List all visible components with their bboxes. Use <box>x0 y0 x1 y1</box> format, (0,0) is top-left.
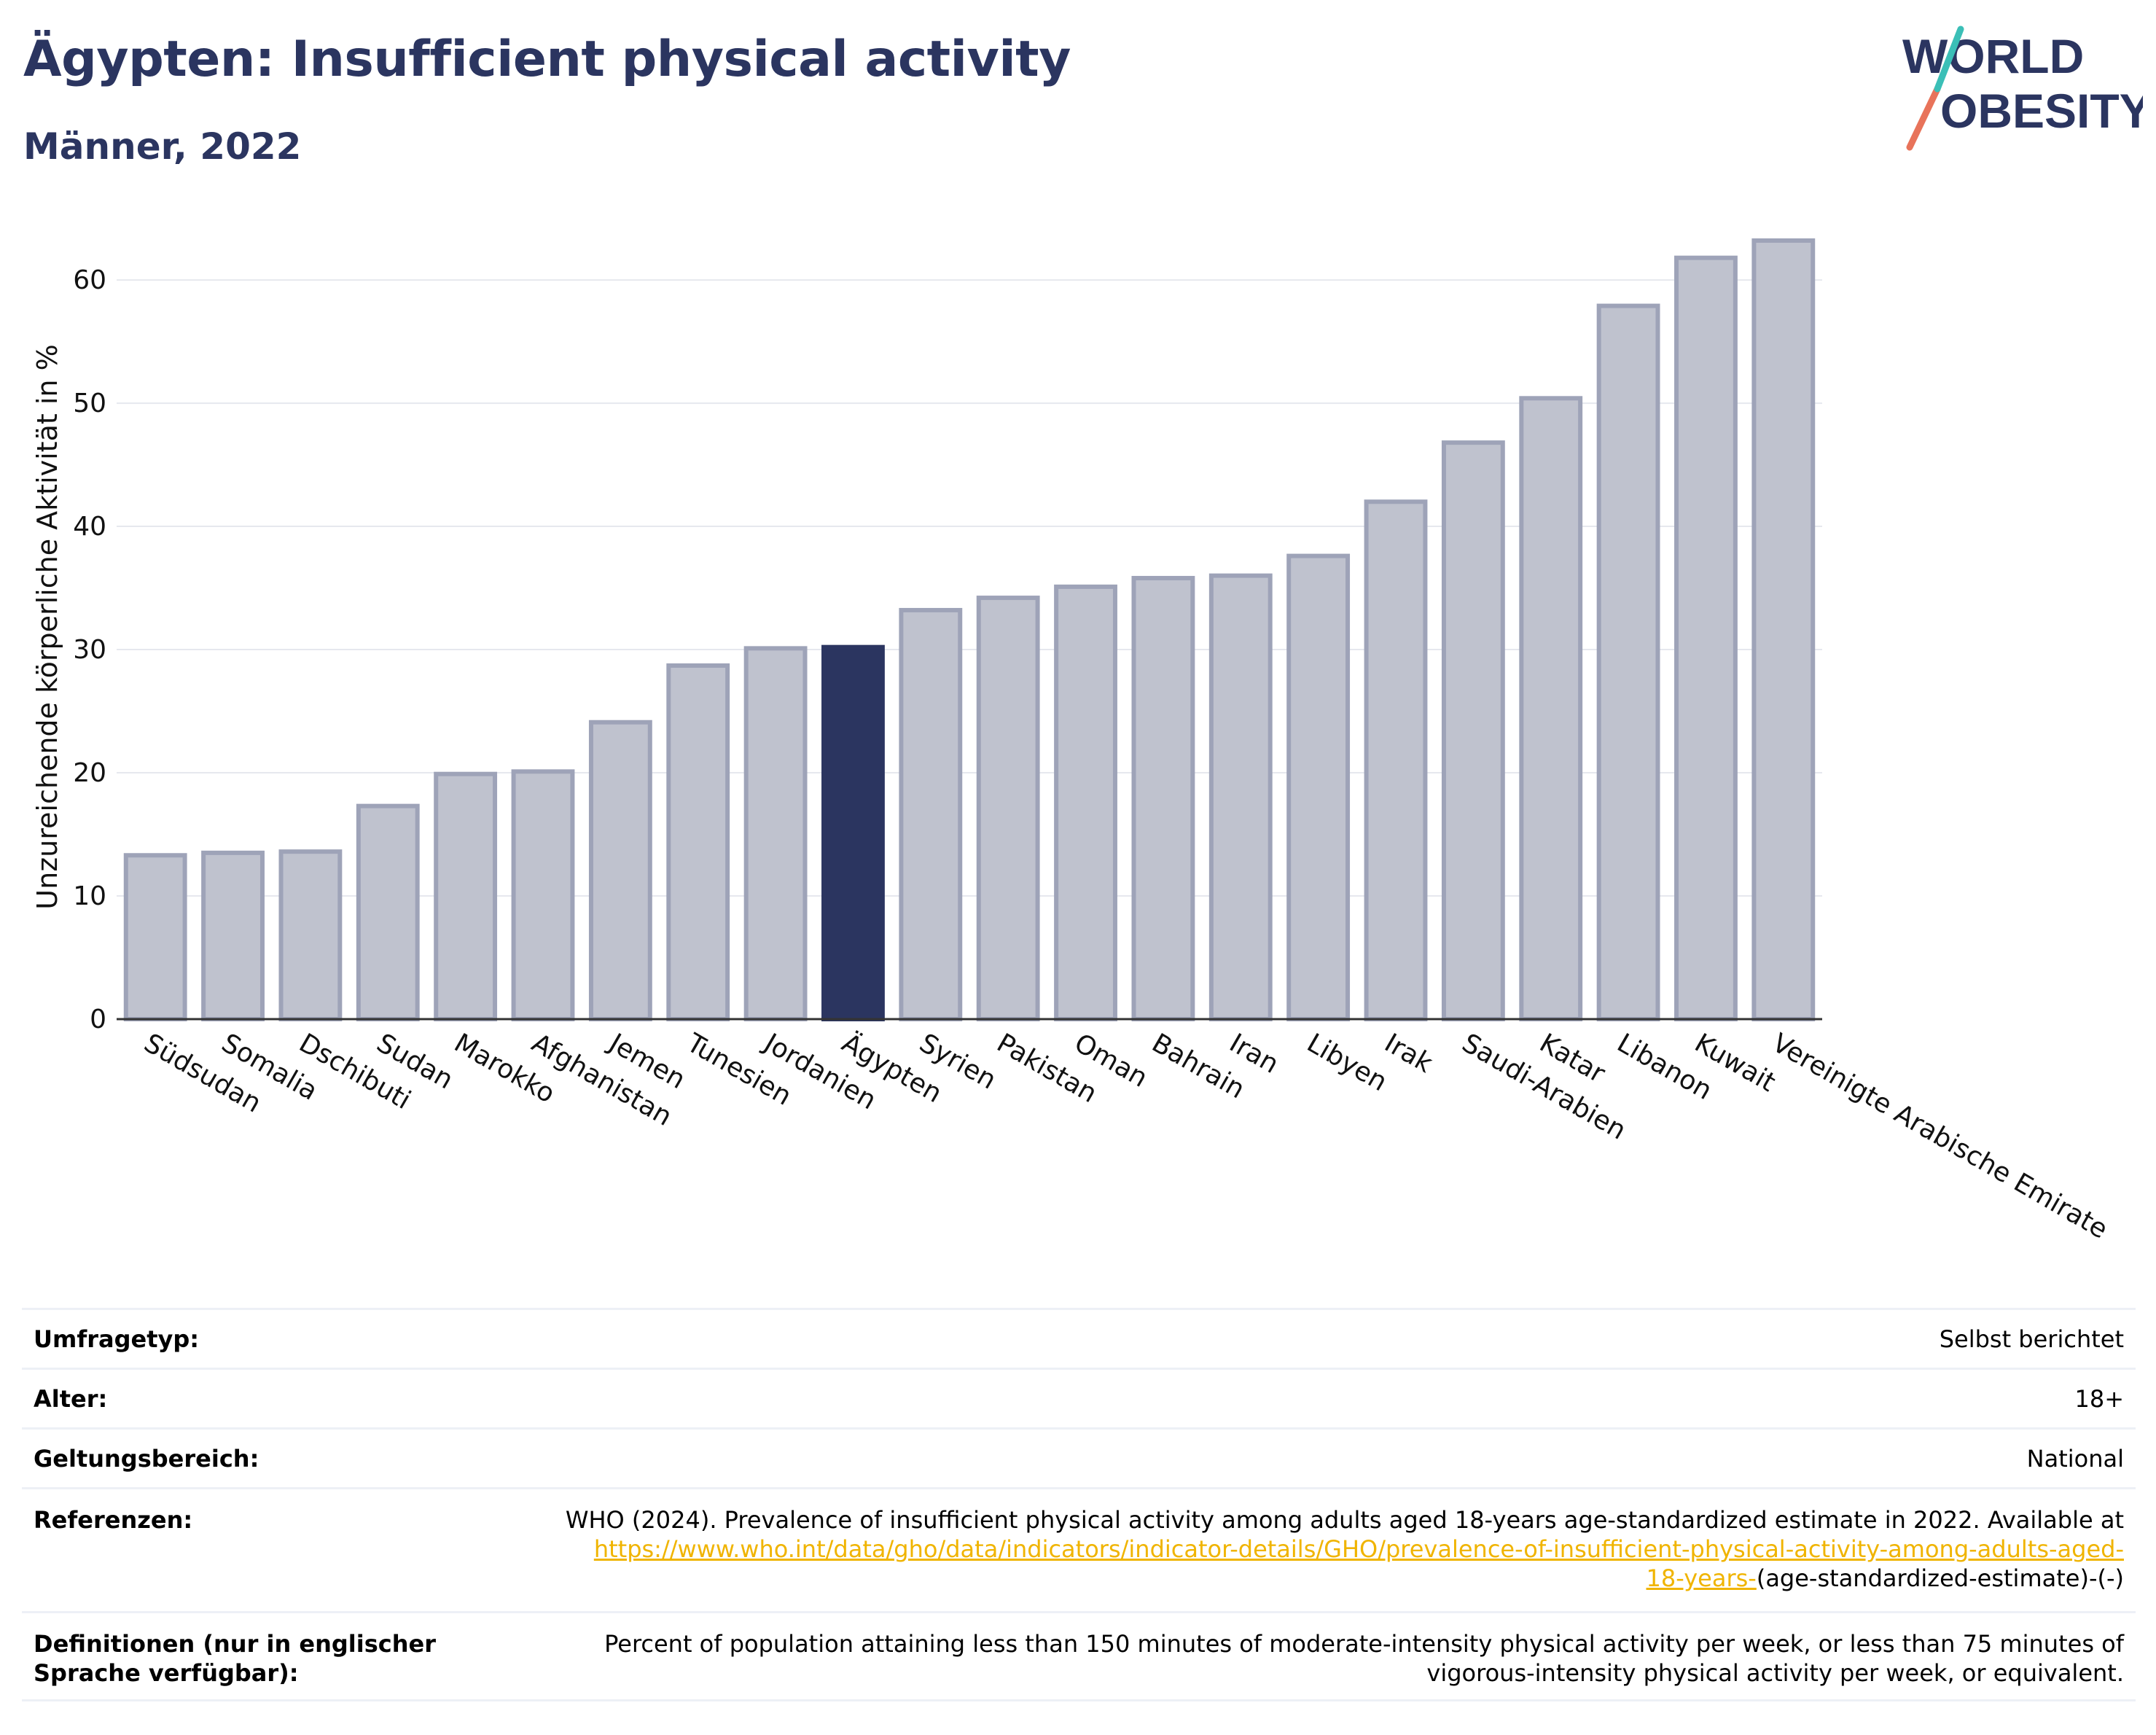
bar-südsudan <box>123 853 187 1021</box>
y-axis-label: Unzureichende körperliche Aktivität in % <box>31 344 63 909</box>
chart-subtitle: Männer, 2022 <box>23 125 302 168</box>
x-tick-label: Vereinigte Arabische Emirate <box>1767 1028 2112 1244</box>
bar-kuwait <box>1674 255 1738 1022</box>
bar-jemen <box>588 720 652 1021</box>
bar-jordanien <box>743 646 808 1021</box>
bar-sudan <box>356 803 420 1021</box>
bar-libanon <box>1596 303 1660 1021</box>
info-value: 18+ <box>2074 1385 2124 1413</box>
logo-line2: OBESITY <box>1940 84 2143 138</box>
bar-oman <box>1054 584 1117 1021</box>
bar-tunesien <box>666 663 730 1022</box>
info-table: Umfragetyp: Selbst berichtet Alter: 18+ … <box>22 1308 2136 1701</box>
world-obesity-logo: WORLD OBESITY <box>1895 22 2152 153</box>
reference-suffix: (age-standardized-estimate)-(-) <box>1756 1564 2124 1592</box>
info-row-survey-type: Umfragetyp: Selbst berichtet <box>22 1308 2136 1368</box>
bar-bahrain <box>1131 576 1195 1021</box>
bar-iran <box>1208 573 1273 1021</box>
bar-afghanistan <box>511 769 575 1021</box>
info-value: National <box>2026 1445 2124 1473</box>
bar-libyen <box>1286 553 1351 1021</box>
x-tick-label: Libyen <box>1302 1028 1392 1097</box>
bar-katar <box>1519 396 1583 1021</box>
chart-title: Ägypten: Insufficient physical activity <box>23 31 1071 88</box>
info-label: Umfragetyp: <box>34 1325 200 1353</box>
y-tick-label: 0 <box>90 1005 106 1034</box>
info-label: Referenzen: <box>34 1506 193 1534</box>
info-row-definitions: Definitionen (nur in englischer Sprache … <box>22 1611 2136 1701</box>
info-label: Geltungsbereich: <box>34 1445 259 1473</box>
bar-ägypten <box>821 644 885 1021</box>
reference-citation: WHO (2024). Prevalence of insufficient p… <box>565 1506 2124 1534</box>
y-tick-label: 60 <box>73 265 106 295</box>
info-value: Selbst berichtet <box>1939 1325 2124 1353</box>
y-tick-label: 20 <box>73 758 106 788</box>
reference-link[interactable]: https://www.who.int/data/gho/data/indica… <box>593 1535 2124 1592</box>
bars <box>123 238 1816 1022</box>
info-row-scope: Geltungsbereich: National <box>22 1427 2136 1487</box>
y-tick-label: 40 <box>73 512 106 542</box>
y-tick-label: 30 <box>73 635 106 665</box>
bar-syrien <box>899 607 963 1021</box>
y-tick-label: 10 <box>73 881 106 911</box>
references-text: WHO (2024). Prevalence of insufficient p… <box>558 1505 2136 1593</box>
bar-saudi-arabien <box>1441 440 1505 1021</box>
bar-dschibuti <box>278 849 343 1022</box>
logo-slash-teal <box>1934 26 1964 93</box>
bar-somalia <box>201 850 265 1021</box>
info-row-age: Alter: 18+ <box>22 1368 2136 1427</box>
info-value: Percent of population attaining less tha… <box>604 1630 2124 1687</box>
bar-chart: 0102030405060SüdsudanSomaliaDschibutiSud… <box>31 238 2112 1245</box>
logo-line1: WORLD <box>1902 29 2084 83</box>
bar-marokko <box>434 771 498 1022</box>
logo-slash-red <box>1906 85 1941 151</box>
y-tick-label: 50 <box>73 389 106 418</box>
bar-pakistan <box>976 596 1040 1021</box>
bar-irak <box>1364 499 1428 1021</box>
info-label: Alter: <box>34 1385 108 1413</box>
info-label: Definitionen (nur in englischer Sprache … <box>34 1630 436 1687</box>
info-row-references: Referenzen: WHO (2024). Prevalence of in… <box>22 1487 2136 1611</box>
bar-vereinigte-arabische-emirate <box>1751 238 1816 1021</box>
